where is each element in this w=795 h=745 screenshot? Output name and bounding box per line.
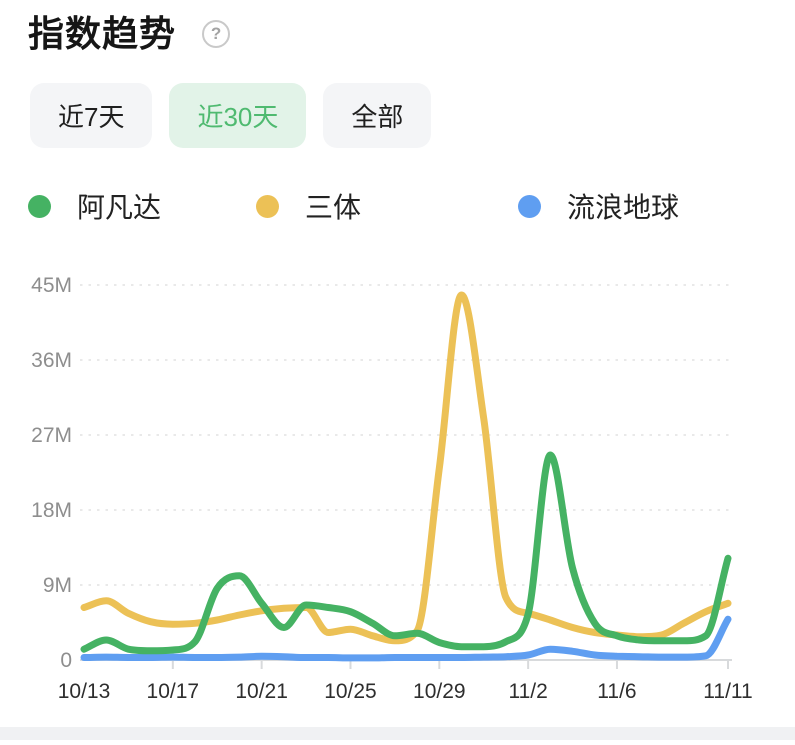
bottom-divider bbox=[0, 727, 795, 740]
y-tick-label: 0 bbox=[60, 649, 72, 672]
y-tick-label: 45M bbox=[31, 274, 72, 297]
trend-chart-area: 0 9M 18M 27M 36M 45M 10/13 10/17 10/21 10/25 10/29… bbox=[0, 240, 795, 740]
x-tick-label: 10/29 bbox=[413, 680, 466, 703]
legend-item-wandering-earth[interactable]: 流浪地球 bbox=[518, 186, 679, 226]
x-tick-label: 10/25 bbox=[324, 680, 377, 703]
y-tick-label: 27M bbox=[31, 424, 72, 447]
y-tick-label: 18M bbox=[31, 499, 72, 522]
tab-last-30-days[interactable]: 近30天 bbox=[169, 83, 307, 148]
legend-dot-avatar bbox=[28, 194, 51, 218]
legend-label: 阿凡达 bbox=[77, 192, 162, 223]
legend-label: 三体 bbox=[305, 192, 362, 223]
chart-header: 指数趋势 ? bbox=[28, 12, 231, 55]
series-line-three-body[interactable] bbox=[80, 291, 732, 645]
tab-last-7-days[interactable]: 近7天 bbox=[30, 83, 153, 148]
y-tick-label: 36M bbox=[31, 349, 72, 372]
series-line-avatar[interactable] bbox=[80, 451, 732, 655]
y-tick-label: 9M bbox=[43, 574, 72, 597]
x-tick-label: 10/13 bbox=[58, 680, 111, 703]
trend-chart: 0 9M 18M 27M 36M 45M 10/13 10/17 10/21 10/25 10/29… bbox=[31, 274, 753, 703]
legend-label: 流浪地球 bbox=[567, 192, 680, 223]
x-tick-label: 11/6 bbox=[597, 680, 636, 703]
page-title: 指数趋势 bbox=[28, 13, 177, 54]
chart-legend: 阿凡达 三体 流浪地球 bbox=[0, 186, 795, 223]
tab-all[interactable]: 全部 bbox=[323, 83, 432, 148]
x-tick-label: 10/21 bbox=[235, 680, 288, 703]
x-tick-label: 11/2 bbox=[508, 680, 547, 703]
series-line-wandering-earth[interactable] bbox=[80, 615, 732, 662]
legend-item-three-body[interactable]: 三体 bbox=[256, 186, 361, 226]
x-tick-label: 10/17 bbox=[147, 680, 200, 703]
help-icon[interactable]: ? bbox=[202, 19, 231, 48]
legend-item-avatar[interactable]: 阿凡达 bbox=[28, 186, 161, 226]
x-tick-label: 11/11 bbox=[703, 680, 752, 703]
time-range-tabs: 近7天 近30天 全部 bbox=[30, 83, 432, 148]
legend-dot-wandering-earth bbox=[518, 194, 541, 218]
legend-dot-three-body bbox=[256, 194, 279, 218]
